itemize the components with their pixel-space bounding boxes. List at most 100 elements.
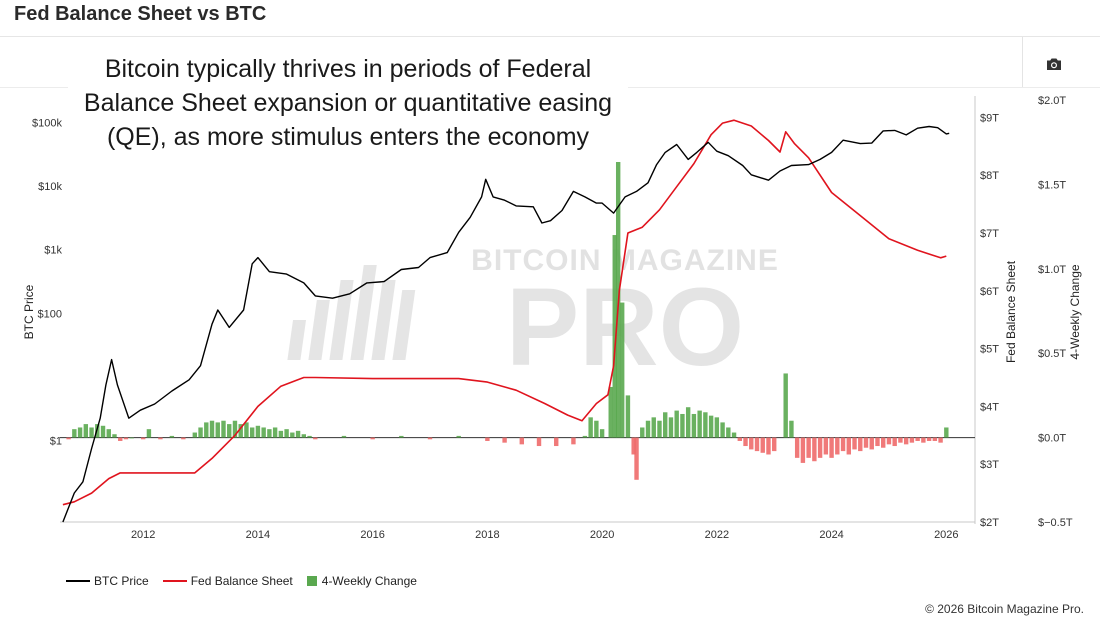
change-bar [708,415,714,438]
legend: BTC Price Fed Balance Sheet 4-Weekly Cha… [66,572,431,590]
change-bar [588,417,593,438]
watermark-logo-bar [392,290,416,360]
change-tick-label: $−0.5T [1038,517,1073,529]
change-bar [766,437,771,455]
change-bar [754,437,760,452]
change-bar [823,437,829,455]
change-bar [284,429,289,438]
legend-item-btc-price[interactable]: BTC Price [66,574,149,588]
change-bar [800,437,806,463]
watermark-logo-bar [371,280,396,360]
fed-balance-line [62,119,947,506]
change-bar [181,437,186,440]
change-bar [691,413,697,438]
watermark-text: PRO [506,266,744,389]
change-tick-label: $2.0T [1038,95,1066,107]
change-bar [146,429,152,438]
btc-tick-label: $1 [50,436,62,448]
legend-item-4-weekly-change[interactable]: 4-Weekly Change [306,574,417,588]
watermark-logo-bar [329,280,354,360]
change-bar [674,410,679,438]
change-bar [232,420,238,438]
change-bar [554,437,559,447]
change-bar [817,437,823,458]
change-bar [915,437,920,441]
fed-tick-label: $7T [980,228,999,240]
btc-axis-title: BTC Price [22,284,36,339]
fed-tick-label: $9T [980,112,999,124]
change-tick-label: $0.0T [1038,433,1066,445]
change-bar [100,425,106,438]
change-bar [608,386,613,438]
x-tick-label: 2020 [590,529,614,541]
change-bar [169,435,175,438]
change-bar [89,427,94,438]
change-bar [846,437,851,455]
change-bar [295,430,301,438]
change-bar [615,142,621,438]
x-tick-label: 2014 [246,529,270,541]
change-bar [645,420,651,438]
change-bars [66,142,949,480]
legend-item-fed-balance-sheet[interactable]: Fed Balance Sheet [162,574,293,588]
change-bar [72,429,77,438]
change-bar [313,437,318,440]
change-bar [789,420,794,438]
change-bar [502,437,507,443]
change-bar [697,410,702,438]
change-bar [760,437,765,453]
change-bar [370,437,375,440]
change-bar [668,417,674,438]
change-bar [255,425,261,438]
change-bar [612,235,617,438]
change-bar [599,429,605,438]
change-tick-label: $0.5T [1038,348,1066,360]
change-bar [726,427,731,438]
change-bar [772,437,777,452]
fed-tick-label: $6T [980,286,999,298]
x-tick-label: 2022 [705,529,729,541]
camera-button[interactable] [1046,57,1076,81]
change-bar [209,420,215,438]
watermark-logo-bar [350,265,377,360]
change-bar [685,407,691,438]
toolbar-divider [1022,37,1023,87]
axis-ticks: 2012 2014 2016 2018 2020 2022 2024 2026 $1 $100 $1… [32,95,1073,541]
change-bar [680,413,685,438]
fed-axis-title: Fed Balance Sheet [1004,260,1018,363]
fed-tick-label: $3T [980,459,999,471]
header-bar: Fed Balance Sheet vs BTC [0,0,1100,37]
change-bar [77,427,83,438]
change-bar [794,437,800,458]
change-bar [806,437,811,458]
change-bar [852,437,857,450]
change-bar [812,437,817,462]
series-lines [62,119,950,523]
change-bar [829,437,834,458]
change-bar [129,437,134,439]
change-bar [944,427,949,438]
change-bar [858,437,863,452]
fed-tick-label: $4T [980,401,999,413]
annotation-line: Bitcoin typically thrives in periods of … [104,55,592,83]
change-bar [657,420,662,438]
change-bar [261,427,266,438]
change-bar [892,437,897,447]
change-bar [743,437,748,447]
btc-tick-label: $100k [32,117,62,129]
change-bar [631,437,636,455]
change-bar [519,437,525,445]
change-bar [651,417,656,438]
change-bar [140,437,146,440]
change-bar [158,437,163,440]
change-bar [83,424,89,438]
change-bar [640,427,645,438]
change-bar [290,432,295,438]
change-bar [341,435,347,438]
fed-tick-label: $2T [980,517,999,529]
watermark-logo-bar [308,300,330,360]
change-bar [634,437,639,480]
change-bar [106,429,111,438]
change-bar [307,435,312,438]
fed-tick-label: $5T [980,344,999,356]
